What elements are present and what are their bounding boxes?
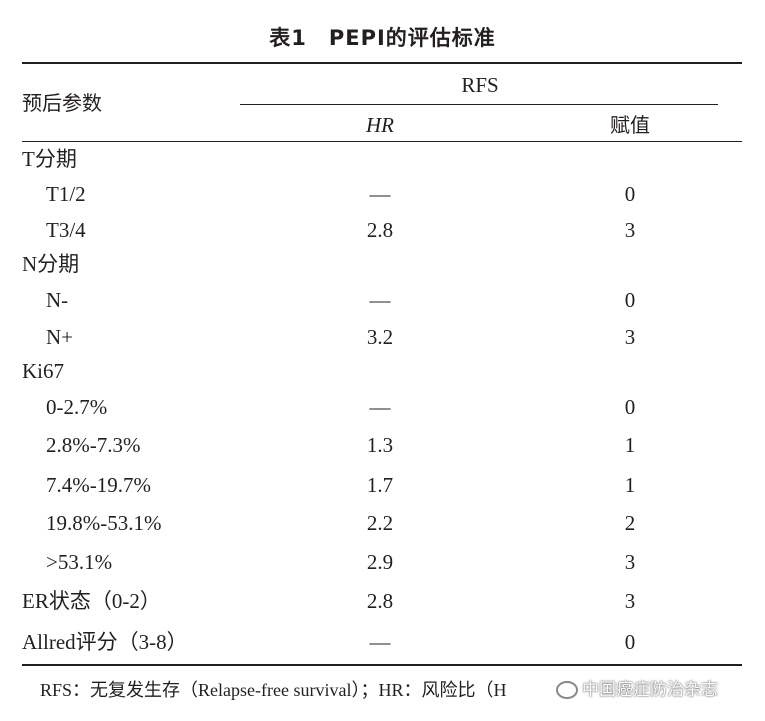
row-hr: 2.8 <box>366 589 394 613</box>
row-hr: 2.2 <box>366 511 394 535</box>
footnote: RFS：无复发生存（Relapse-free survival）；HR：风险比（… <box>40 680 507 700</box>
row-value: 0 <box>624 182 636 206</box>
row-label: Allred评分（3-8） <box>22 630 188 654</box>
row-label: ER状态（0-2） <box>22 589 161 613</box>
row-hr: — <box>369 288 391 312</box>
row-value: 3 <box>624 550 636 574</box>
row-label: >53.1% <box>46 550 113 574</box>
row-value: 2 <box>624 511 636 535</box>
row-label: N+ <box>46 325 74 349</box>
header-rule <box>22 141 742 142</box>
row-label: T3/4 <box>46 218 86 242</box>
row-label: T1/2 <box>46 182 86 206</box>
wechat-icon <box>556 681 578 699</box>
row-label: 7.4%-19.7% <box>46 473 151 497</box>
row-label: N分期 <box>22 252 80 276</box>
row-label: 0-2.7% <box>46 395 108 419</box>
row-label: N- <box>46 288 69 312</box>
row-label: 19.8%-53.1% <box>46 511 162 535</box>
header-value: 赋值 <box>610 113 650 137</box>
top-rule <box>22 62 742 64</box>
row-hr: 1.7 <box>366 473 394 497</box>
row-value: 3 <box>624 589 636 613</box>
row-value: 3 <box>624 325 636 349</box>
row-hr: 2.8 <box>366 218 394 242</box>
watermark-text: 中国癌症防治杂志 <box>582 680 718 700</box>
row-value: 0 <box>624 288 636 312</box>
row-value: 1 <box>624 473 636 497</box>
rfs-rule <box>240 104 718 105</box>
row-hr: — <box>369 395 391 419</box>
bottom-rule <box>22 664 742 666</box>
header-param: 预后参数 <box>22 91 102 115</box>
row-hr: 3.2 <box>366 325 394 349</box>
row-hr: — <box>369 630 391 654</box>
header-hr: HR <box>366 113 394 137</box>
row-label: 2.8%-7.3% <box>46 433 141 457</box>
row-hr: 2.9 <box>366 550 394 574</box>
table-title: 表1 PEPI的评估标准 <box>269 26 496 50</box>
row-label: T分期 <box>22 147 77 171</box>
watermark: 中国癌症防治杂志 <box>552 674 722 701</box>
row-value: 3 <box>624 218 636 242</box>
header-rfs: RFS <box>461 73 499 97</box>
row-value: 0 <box>624 395 636 419</box>
row-value: 1 <box>624 433 636 457</box>
row-hr: — <box>369 182 391 206</box>
row-value: 0 <box>624 630 636 654</box>
row-label: Ki67 <box>22 359 64 383</box>
row-hr: 1.3 <box>366 433 394 457</box>
